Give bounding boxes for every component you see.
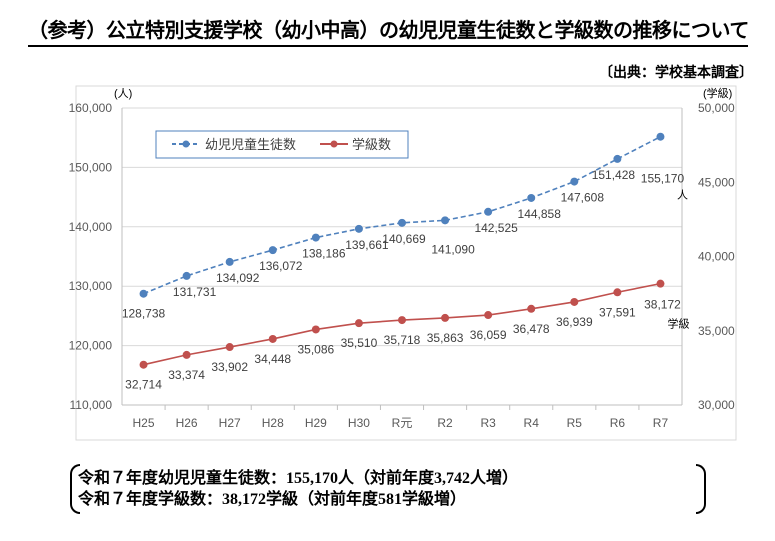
classes-point — [268, 334, 277, 343]
students-point — [570, 177, 579, 186]
x-axis-tick-label: H28 — [262, 416, 284, 430]
summary-box: 令和７年度幼児児童生徒数：155,170人（対前年度3,742人増） 令和７年度… — [78, 468, 518, 510]
x-axis-tick-label: H25 — [133, 416, 155, 430]
students-point — [182, 271, 191, 280]
students-end-unit: 人 — [677, 189, 688, 202]
students-point — [354, 224, 363, 233]
classes-data-label: 32,714 — [125, 378, 162, 392]
left-axis-tick-label: 110,000 — [70, 398, 113, 412]
students-point — [441, 216, 450, 225]
x-axis-tick-label: R6 — [610, 416, 626, 430]
students-data-label: 147,608 — [561, 191, 605, 205]
left-axis-tick-label: 130,000 — [69, 279, 113, 293]
x-axis-tick-label: H30 — [348, 416, 370, 430]
students-point — [311, 233, 320, 242]
students-data-label: 139,661 — [345, 238, 389, 252]
summary-classes: 令和７年度学級数：38,172学級（対前年度581学級増） — [78, 491, 467, 508]
students-data-label: 142,525 — [474, 221, 518, 235]
classes-data-label: 35,863 — [427, 331, 464, 345]
right-bracket — [696, 464, 706, 514]
classes-data-label: 35,718 — [384, 333, 421, 347]
right-axis-unit: (学級) — [703, 86, 732, 100]
classes-point — [656, 279, 665, 288]
left-axis-tick-label: 120,000 — [69, 339, 113, 353]
legend: 幼児児童生徒数 学級数 — [155, 130, 409, 159]
students-point — [527, 193, 536, 202]
students-data-label: 136,072 — [259, 259, 303, 273]
students-data-label: 151,428 — [592, 168, 636, 182]
classes-point — [441, 313, 450, 322]
left-axis-tick-label: 160,000 — [69, 101, 113, 115]
right-axis-tick-label: 40,000 — [698, 250, 735, 264]
students-point — [398, 218, 406, 227]
classes-data-label: 36,059 — [470, 328, 507, 342]
students-data-label: 140,669 — [382, 232, 426, 246]
classes-data-label: 34,448 — [254, 352, 291, 366]
students-data-label: 138,186 — [302, 247, 346, 261]
classes-data-label: 36,939 — [556, 315, 593, 329]
left-axis-tick-label: 140,000 — [69, 220, 113, 234]
students-data-label: 134,092 — [216, 271, 260, 285]
classes-point — [354, 319, 363, 328]
classes-data-label: 37,591 — [599, 305, 636, 319]
students-point — [656, 132, 665, 141]
students-point — [139, 289, 148, 298]
legend-label-students: 幼児児童生徒数 — [205, 137, 296, 152]
students-point — [484, 207, 493, 216]
right-axis-tick-label: 30,000 — [698, 398, 735, 412]
classes-end-unit: 学級 — [667, 317, 689, 331]
legend-marker-students — [182, 140, 190, 148]
students-data-label: 128,738 — [122, 307, 166, 321]
left-axis-tick-label: 150,000 — [69, 160, 113, 174]
summary-students: 令和７年度幼児児童生徒数：155,170人（対前年度3,742人増） — [78, 470, 519, 487]
left-bracket — [70, 464, 80, 514]
x-axis-tick-label: R7 — [653, 416, 669, 430]
classes-data-label: 33,902 — [211, 360, 248, 374]
classes-point — [527, 304, 536, 313]
right-axis-tick-label: 45,000 — [698, 175, 735, 189]
classes-data-label: 33,374 — [168, 368, 205, 382]
x-axis-tick-label: H29 — [305, 416, 327, 430]
students-data-label: 144,858 — [518, 207, 562, 221]
left-axis-unit: (人) — [114, 87, 132, 100]
classes-data-label: 35,510 — [341, 336, 378, 350]
x-axis-tick-label: R元 — [392, 416, 413, 430]
x-axis-tick-label: R4 — [524, 416, 540, 430]
students-point — [613, 154, 622, 163]
classes-point — [613, 288, 622, 297]
students-data-label: 155,170 — [641, 172, 685, 186]
x-axis-tick-label: H26 — [176, 416, 198, 430]
legend-marker-classes — [330, 140, 338, 148]
classes-data-label: 38,172 — [644, 298, 681, 312]
classes-data-label: 36,478 — [513, 322, 550, 336]
classes-point — [484, 311, 493, 320]
classes-point — [182, 350, 191, 359]
x-axis-tick-label: R3 — [480, 416, 496, 430]
students-point — [225, 257, 234, 266]
classes-point — [139, 360, 148, 369]
right-axis-tick-label: 35,000 — [698, 324, 735, 338]
students-point — [268, 246, 277, 255]
classes-data-label: 35,086 — [297, 342, 334, 356]
students-data-label: 131,731 — [173, 285, 217, 299]
x-axis-tick-label: R2 — [437, 416, 453, 430]
x-axis-tick-label: H27 — [219, 416, 241, 430]
classes-point — [398, 316, 406, 325]
classes-point — [225, 343, 234, 352]
x-axis-tick-label: R5 — [567, 416, 583, 430]
students-data-label: 141,090 — [431, 242, 475, 256]
legend-label-classes: 学級数 — [352, 137, 391, 152]
page-title: （参考）公立特別支援学校（幼小中高）の幼児児童生徒数と学級数の推移について — [28, 14, 749, 47]
source-note: 〔出典：学校基本調査〕 — [599, 64, 753, 80]
classes-point — [311, 325, 320, 334]
chart: 110,000 120,000 130,000 140,000 150,000 160,0… — [69, 85, 737, 441]
classes-point — [570, 297, 579, 306]
right-axis-tick-label: 50,000 — [698, 101, 735, 115]
